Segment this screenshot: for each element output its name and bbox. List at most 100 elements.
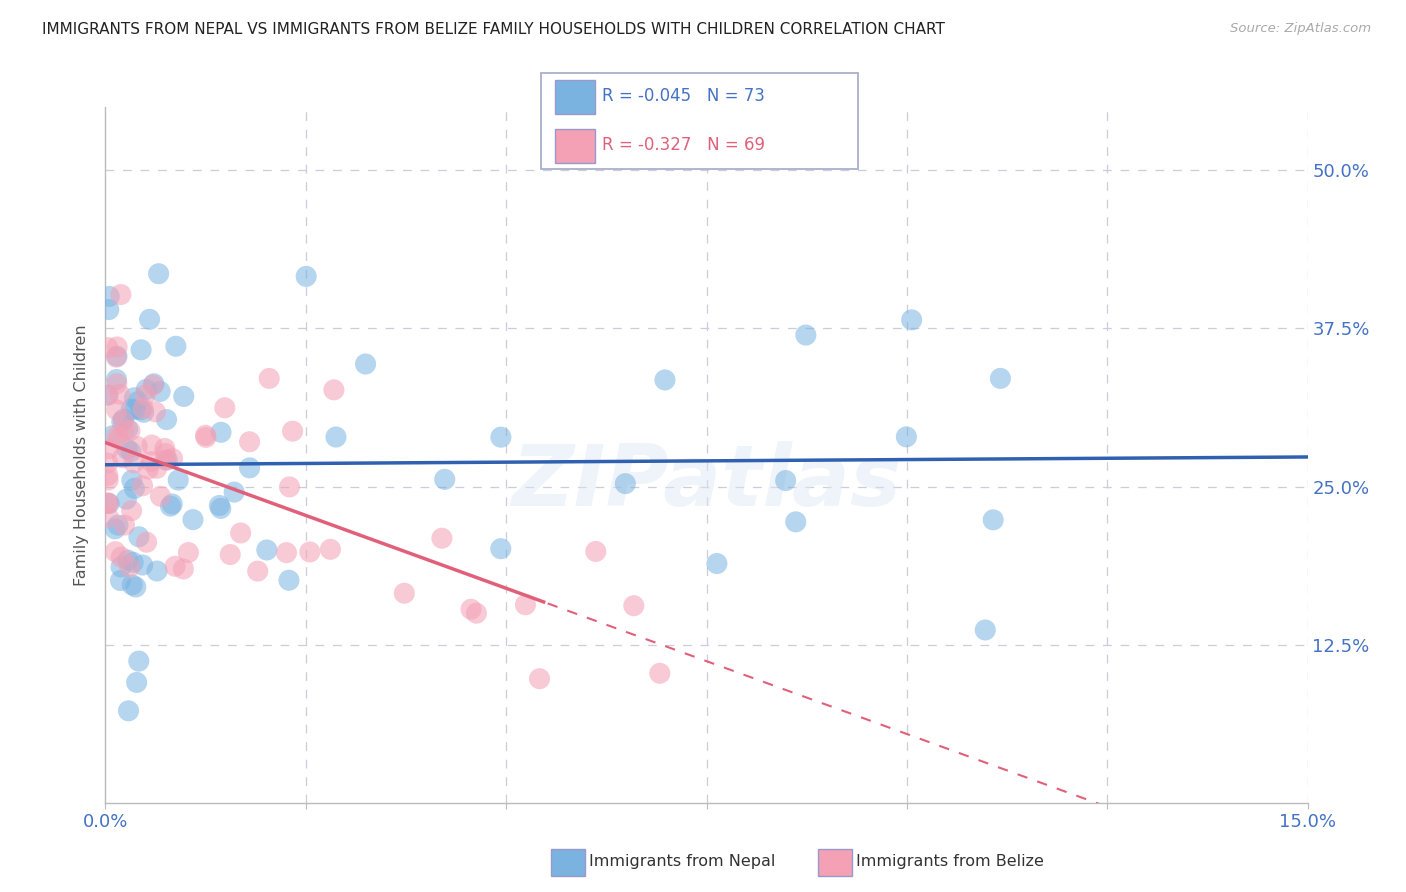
Point xyxy=(107,432,129,446)
Point xyxy=(127,440,149,454)
Point xyxy=(148,267,170,281)
Point xyxy=(117,704,139,718)
Point xyxy=(121,504,143,518)
Point xyxy=(224,485,246,500)
Point xyxy=(785,515,807,529)
Point xyxy=(794,328,817,343)
Point xyxy=(354,357,377,371)
Point xyxy=(132,405,155,419)
Point xyxy=(105,376,128,391)
Point xyxy=(131,479,153,493)
Point xyxy=(160,497,183,511)
Point xyxy=(614,476,637,491)
Point xyxy=(122,456,145,470)
Point xyxy=(127,394,149,409)
Point xyxy=(114,518,136,533)
Point xyxy=(325,430,347,444)
Point xyxy=(896,430,918,444)
Point xyxy=(194,430,217,444)
Point xyxy=(165,339,187,353)
Point xyxy=(256,543,278,558)
Point xyxy=(110,550,132,565)
Point xyxy=(135,383,157,397)
Text: IMMIGRANTS FROM NEPAL VS IMMIGRANTS FROM BELIZE FAMILY HOUSEHOLDS WITH CHILDREN : IMMIGRANTS FROM NEPAL VS IMMIGRANTS FROM… xyxy=(42,22,945,37)
Point xyxy=(129,402,152,417)
Point xyxy=(124,481,146,495)
Point xyxy=(120,401,142,416)
Point xyxy=(460,602,482,616)
Point xyxy=(209,501,232,516)
Point xyxy=(209,425,232,440)
Point xyxy=(97,496,120,510)
Text: R = -0.045   N = 73: R = -0.045 N = 73 xyxy=(602,87,765,104)
Point xyxy=(295,269,318,284)
Point xyxy=(98,289,121,303)
Point xyxy=(156,453,179,467)
Point xyxy=(149,384,172,399)
Point xyxy=(129,343,152,357)
Point xyxy=(117,442,139,457)
Point xyxy=(139,454,162,468)
Point xyxy=(124,391,146,405)
Point xyxy=(165,559,187,574)
Point xyxy=(775,474,797,488)
Point xyxy=(155,453,177,467)
Point xyxy=(117,553,139,567)
Point xyxy=(162,451,184,466)
Point xyxy=(981,513,1004,527)
Point xyxy=(112,412,135,426)
Point xyxy=(706,557,728,571)
Point xyxy=(177,545,200,559)
Point xyxy=(105,350,128,364)
Point xyxy=(143,405,166,419)
Point xyxy=(112,423,135,437)
Point xyxy=(322,383,344,397)
Text: Immigrants from Nepal: Immigrants from Nepal xyxy=(589,854,776,869)
Point xyxy=(117,422,139,436)
Point xyxy=(125,580,148,594)
Point xyxy=(146,564,169,578)
Point xyxy=(121,473,143,487)
Point xyxy=(276,546,298,560)
Point xyxy=(112,414,135,428)
Point xyxy=(97,510,120,524)
Point xyxy=(239,461,262,475)
Point xyxy=(105,403,128,417)
Text: Immigrants from Belize: Immigrants from Belize xyxy=(856,854,1045,869)
Point xyxy=(104,544,127,558)
Point xyxy=(246,564,269,578)
Point xyxy=(433,472,456,486)
Point xyxy=(105,349,128,363)
Point xyxy=(465,606,488,620)
Point xyxy=(149,489,172,503)
Point xyxy=(97,302,120,317)
Point xyxy=(219,548,242,562)
Point xyxy=(489,541,512,556)
Point xyxy=(118,560,141,574)
Point xyxy=(515,598,537,612)
Point xyxy=(128,654,150,668)
Point xyxy=(319,542,342,557)
Point xyxy=(97,468,120,483)
Point xyxy=(111,415,134,429)
Point xyxy=(142,378,165,392)
Point xyxy=(135,535,157,549)
Point xyxy=(181,513,204,527)
Point xyxy=(111,450,134,465)
Point xyxy=(142,376,165,391)
Point xyxy=(214,401,236,415)
Y-axis label: Family Households with Children: Family Households with Children xyxy=(75,324,90,586)
Text: R = -0.327   N = 69: R = -0.327 N = 69 xyxy=(602,136,765,153)
Point xyxy=(108,387,131,401)
Point xyxy=(134,388,156,402)
Point xyxy=(648,666,671,681)
Point xyxy=(278,480,301,494)
Point xyxy=(623,599,645,613)
Point xyxy=(239,434,262,449)
Point xyxy=(172,562,194,576)
Point xyxy=(257,371,280,385)
Point xyxy=(118,424,141,438)
Point xyxy=(107,518,129,533)
Point xyxy=(208,499,231,513)
Point xyxy=(900,313,922,327)
